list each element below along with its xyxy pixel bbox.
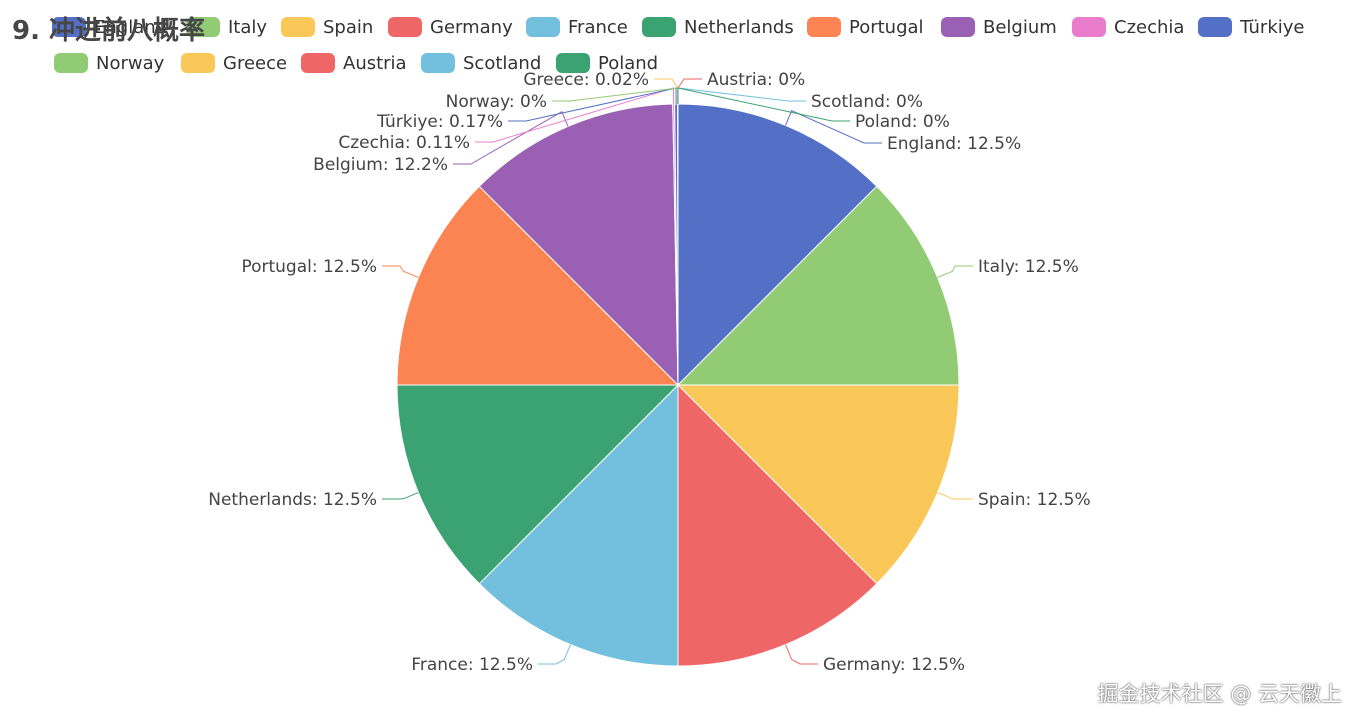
legend-label: Norway: [96, 52, 165, 74]
legend-item-greece[interactable]: Greece: [181, 50, 287, 76]
chart-title: 9. 冲进前八概率: [12, 16, 206, 46]
legend-swatch: [941, 17, 975, 37]
legend-label: England: [94, 16, 168, 38]
data-label-italy: Italy: 12.5%: [978, 257, 1079, 277]
legend-item-italy[interactable]: Italy: [186, 14, 267, 40]
legend-item-france[interactable]: France: [526, 14, 628, 40]
legend-item-germany[interactable]: Germany: [388, 14, 513, 40]
pie-slice-italy[interactable]: [676, 185, 960, 386]
pie-slice-belgium[interactable]: [478, 103, 679, 387]
legend-swatch: [186, 17, 220, 37]
leader-line-portugal: [382, 265, 419, 278]
legend-item-norway[interactable]: Norway: [54, 50, 164, 76]
legend-item-scotland[interactable]: Scotland: [421, 50, 541, 76]
legend-swatch: [388, 17, 422, 37]
legend-swatch: [301, 53, 335, 73]
legend-label: Poland: [598, 52, 659, 74]
leader-line-turkiye: [508, 87, 677, 122]
pie-slice-netherlands[interactable]: [396, 384, 680, 585]
legend-swatch: [556, 53, 590, 73]
legend-label: France: [568, 16, 628, 38]
legend-item-spain[interactable]: Spain: [281, 14, 373, 40]
legend-swatch: [281, 17, 315, 37]
legend-label: Greece: [223, 52, 288, 74]
leader-line-italy: [937, 265, 973, 278]
legend-swatch: [1198, 17, 1232, 37]
leader-line-czechia: [475, 87, 675, 143]
legend-item-poland[interactable]: Poland: [556, 50, 658, 76]
leader-line-greece: [654, 78, 679, 105]
legend-item-portugal[interactable]: Portugal: [807, 14, 924, 40]
legend-label: Italy: [228, 16, 268, 38]
leader-line-spain: [937, 492, 973, 500]
chart-legend: England Italy Spain Germany France Netherland…: [0, 0, 1360, 90]
data-label-germany: Germany: 12.5%: [823, 655, 965, 675]
leader-line-england: [785, 109, 882, 144]
data-label-czechia: Czechia: 0.11%: [338, 133, 470, 153]
legend-label: Netherlands: [684, 16, 794, 38]
data-label-greece: Greece: 0.02%: [523, 70, 649, 90]
data-label-turkiye: Türkiye: 0.17%: [376, 112, 503, 132]
legend-swatch: [807, 17, 841, 37]
watermark: 掘金技术社区 @ 云天徽上: [1097, 682, 1342, 706]
leader-line-austria: [677, 78, 702, 104]
data-label-norway: Norway: 0%: [446, 92, 547, 112]
legend-label: Belgium: [983, 16, 1057, 38]
legend-label: Türkiye: [1240, 16, 1305, 38]
legend-item-turkiye[interactable]: Türkiye: [1198, 14, 1305, 40]
legend-label: Portugal: [849, 16, 924, 38]
legend-swatch: [181, 53, 215, 73]
leader-line-poland: [677, 87, 850, 122]
legend-swatch: [1072, 17, 1106, 37]
data-label-france: France: 12.5%: [411, 655, 533, 675]
data-label-poland: Poland: 0%: [855, 112, 950, 132]
legend-item-czechia[interactable]: Czechia: [1072, 14, 1184, 40]
leader-line-belgium: [453, 110, 569, 165]
legend-label: Czechia: [1114, 16, 1185, 38]
data-label-scotland: Scotland: 0%: [811, 92, 923, 112]
data-label-austria: Austria: 0%: [707, 70, 805, 90]
legend-swatch: [421, 53, 455, 73]
pie-slice-spain[interactable]: [676, 384, 960, 585]
data-label-england: England: 12.5%: [887, 134, 1021, 154]
legend-item-england[interactable]: England: [52, 14, 167, 40]
legend-swatch: [52, 17, 86, 37]
legend-item-austria[interactable]: Austria: [301, 50, 407, 76]
legend-item-netherlands[interactable]: Netherlands: [642, 14, 794, 40]
leader-line-france: [538, 644, 571, 665]
legend-label: Scotland: [463, 52, 542, 74]
pie-slice-portugal[interactable]: [396, 185, 680, 386]
legend-swatch: [526, 17, 560, 37]
legend-label: Spain: [323, 16, 374, 38]
legend-swatch: [54, 53, 88, 73]
data-label-netherlands: Netherlands: 12.5%: [208, 490, 377, 510]
leader-line-germany: [785, 644, 818, 665]
legend-label: Germany: [430, 16, 513, 38]
data-label-portugal: Portugal: 12.5%: [241, 257, 377, 277]
legend-label: Austria: [343, 52, 407, 74]
legend-item-belgium[interactable]: Belgium: [941, 14, 1057, 40]
legend-swatch: [642, 17, 676, 37]
data-label-spain: Spain: 12.5%: [978, 490, 1091, 510]
data-label-belgium: Belgium: 12.2%: [313, 155, 448, 175]
leader-line-netherlands: [382, 492, 419, 500]
